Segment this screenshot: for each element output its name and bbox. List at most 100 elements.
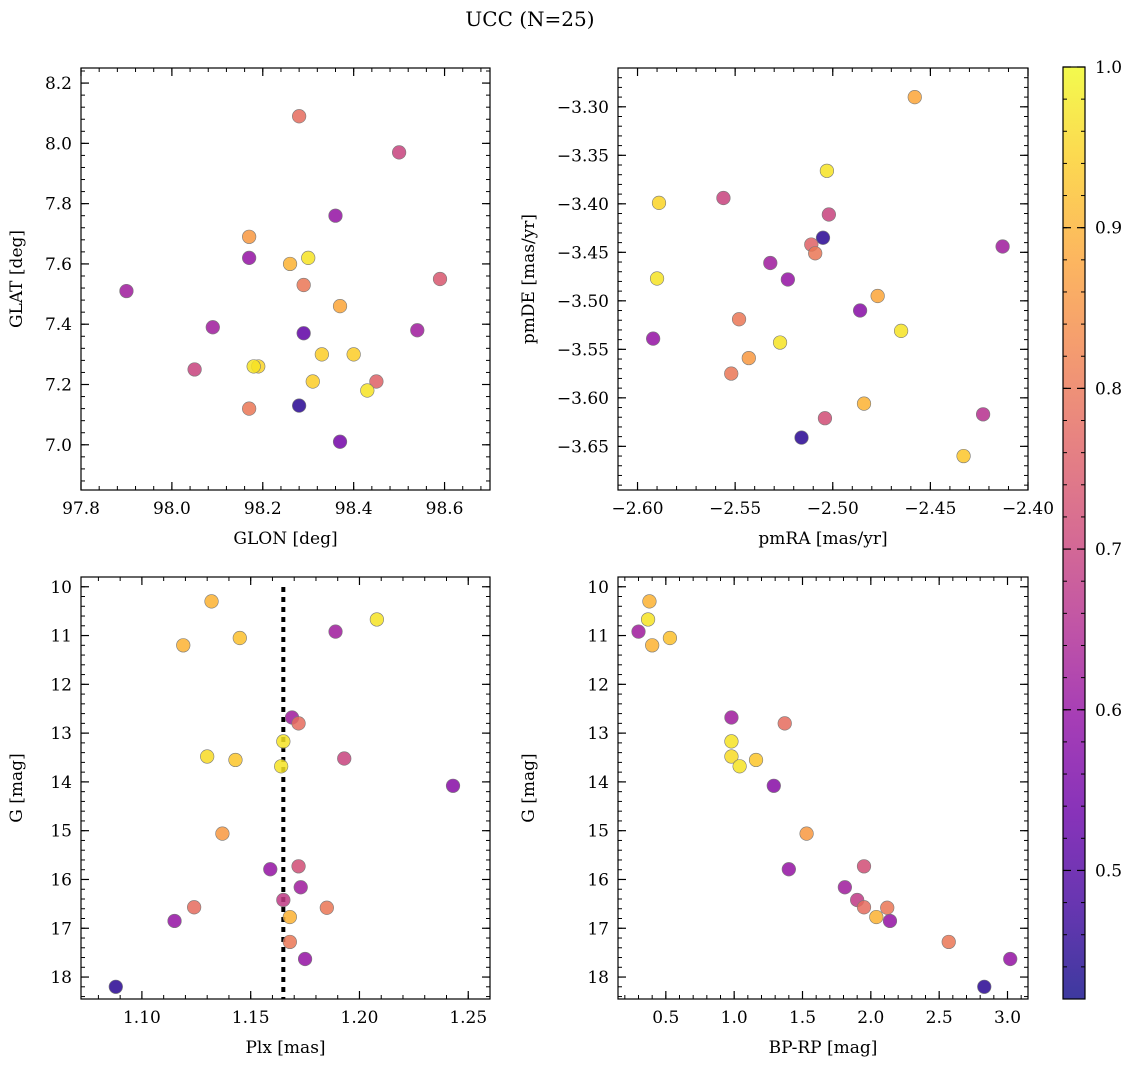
- data-point: [995, 239, 1010, 254]
- y-tick-label: −3.55: [557, 340, 609, 360]
- data-point: [815, 230, 831, 245]
- data-point: [228, 752, 243, 768]
- x-axis-label: BP-RP [mag]: [769, 1038, 878, 1058]
- y-tick-label: 7.8: [45, 195, 72, 215]
- data-point: [794, 430, 809, 445]
- data-point: [369, 612, 384, 627]
- data-point: [651, 195, 667, 210]
- data-point: [837, 880, 852, 895]
- y-tick-label: 13: [50, 724, 72, 744]
- data-point: [975, 407, 991, 422]
- data-point: [640, 612, 656, 627]
- data-point: [817, 411, 833, 426]
- data-point: [292, 398, 307, 413]
- data-point: [369, 374, 384, 389]
- figure-title: UCC (N=25): [465, 7, 594, 31]
- y-tick-label: 8.0: [45, 134, 72, 154]
- data-point: [337, 751, 352, 766]
- panel-2: −2.60 −2.55 −2.50 −2.45 −2.40 −3.65 −3.60 −3.55…: [519, 67, 1054, 549]
- x-tick-label: 1.25: [449, 1008, 487, 1028]
- data-point: [360, 383, 375, 398]
- data-point: [649, 271, 665, 286]
- data-point: [748, 752, 764, 768]
- data-point: [167, 913, 182, 929]
- x-tick-label: −2.45: [904, 499, 956, 519]
- axes-frame: [617, 67, 1029, 491]
- x-axis-label: pmRA [mas/yr]: [758, 529, 887, 549]
- data-point: [282, 909, 297, 925]
- panel-4: 0.5 1.0 1.5 2.0 2.5 3.0 10 11 12 13 14 15 16 17 18 BP-R…: [519, 576, 1029, 1058]
- data-point: [276, 734, 291, 749]
- data-point: [332, 299, 348, 314]
- data-point: [893, 323, 909, 339]
- data-point: [293, 880, 308, 895]
- data-point: [856, 900, 872, 915]
- x-tick-label: 1.5: [789, 1008, 816, 1028]
- data-point: [187, 900, 202, 915]
- axes-frame: [80, 576, 491, 1000]
- data-point: [305, 374, 320, 389]
- x-tick-label: 98.2: [244, 499, 282, 519]
- data-point: [1003, 951, 1018, 967]
- y-tick-label: 7.4: [45, 315, 72, 335]
- data-point: [242, 401, 257, 416]
- data-point: [432, 271, 448, 287]
- y-tick-label: −3.40: [557, 195, 609, 215]
- data-point: [741, 350, 756, 366]
- y-tick-label: 7.0: [45, 436, 72, 456]
- data-point: [642, 594, 657, 609]
- colorbar-tick-label: 1.0: [1095, 58, 1122, 78]
- panel-1: 97.8 98.0 98.2 98.4 98.6 7.0 7.2 7.4 7.6 7.8 8.0 8.…: [7, 67, 491, 549]
- y-axis-label: G [mag]: [7, 753, 27, 822]
- x-tick-label: −2.40: [1002, 499, 1054, 519]
- data-point: [204, 594, 219, 609]
- y-tick-label: 16: [50, 870, 72, 890]
- x-tick-label: 1.15: [232, 1008, 270, 1028]
- data-point: [410, 323, 425, 338]
- x-tick-label: 2.5: [926, 1008, 953, 1028]
- colorbar: 0.5 0.6 0.7 0.8 0.9 1.0: [1062, 58, 1122, 1000]
- data-point: [296, 277, 311, 293]
- x-tick-label: 1.20: [341, 1008, 379, 1028]
- y-tick-label: 16: [587, 870, 609, 890]
- data-point: [856, 396, 872, 411]
- data-point: [724, 710, 739, 725]
- x-tick-label: 1.10: [123, 1008, 161, 1028]
- y-tick-label: 11: [587, 627, 609, 647]
- data-point: [724, 366, 739, 381]
- colorbar-tick-label: 0.5: [1095, 861, 1122, 881]
- y-tick-label: 18: [50, 968, 72, 988]
- colorbar-tick-label: 0.9: [1095, 219, 1122, 239]
- colorbar-ticks: 0.5 0.6 0.7 0.8 0.9 1.0: [1063, 58, 1122, 968]
- data-point: [328, 624, 343, 639]
- data-point: [808, 246, 823, 261]
- data-point: [731, 312, 747, 327]
- data-point: [732, 759, 747, 774]
- plots: 97.8 98.0 98.2 98.4 98.6 7.0 7.2 7.4 7.6 7.8 8.0 8.…: [7, 67, 1054, 1058]
- y-tick-label: 7.6: [45, 255, 72, 275]
- data-point: [869, 909, 884, 925]
- y-tick-label: 12: [50, 675, 72, 695]
- y-tick-label: 15: [50, 822, 72, 842]
- axes-frame: [80, 67, 491, 491]
- y-tick-label: 11: [50, 627, 72, 647]
- data-point: [276, 892, 291, 908]
- data-point: [332, 434, 348, 449]
- data-point: [246, 359, 261, 374]
- y-tick-label: −3.50: [557, 292, 609, 312]
- data-point: [242, 250, 257, 265]
- y-tick-label: 10: [50, 578, 72, 598]
- x-tick-label: −2.55: [709, 499, 761, 519]
- data-point: [263, 862, 278, 877]
- data-point: [631, 624, 646, 639]
- data-point: [662, 630, 678, 646]
- colorbar-frame: [1062, 66, 1086, 1000]
- data-point: [119, 283, 134, 299]
- x-tick-label: 0.5: [652, 1008, 679, 1028]
- x-tick-label: 2.0: [857, 1008, 884, 1028]
- data-point: [646, 331, 661, 346]
- data-point: [781, 862, 796, 877]
- data-point: [956, 448, 971, 464]
- data-point: [291, 716, 306, 731]
- data-point: [200, 749, 215, 764]
